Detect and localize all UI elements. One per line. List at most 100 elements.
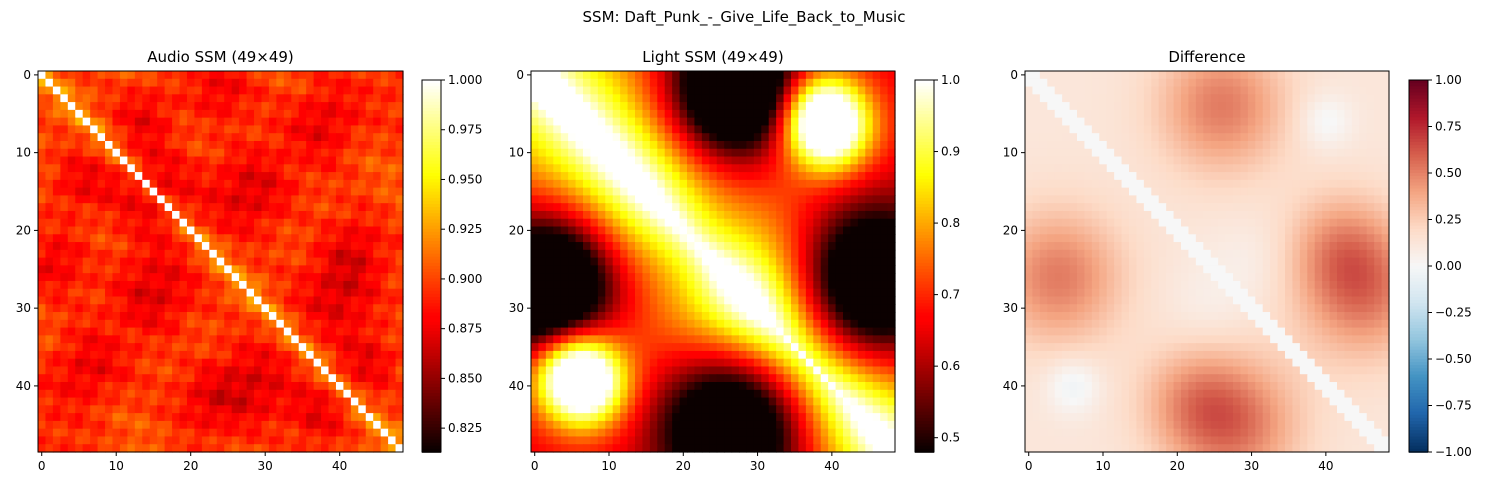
heatmap-cell — [717, 328, 725, 336]
heatmap-cell — [605, 351, 613, 359]
heatmap-cell — [373, 273, 381, 281]
heatmap-cell — [538, 157, 546, 165]
heatmap-cell — [68, 366, 76, 374]
heatmap-cell — [761, 203, 769, 211]
heatmap-cell — [888, 102, 896, 110]
heatmap-cell — [650, 219, 658, 227]
heatmap-cell — [784, 374, 792, 382]
heatmap-cell — [247, 421, 255, 429]
heatmap-cell — [217, 335, 225, 343]
heatmap-cell — [865, 211, 873, 219]
heatmap-cell — [306, 265, 314, 273]
heatmap-cell — [276, 289, 284, 297]
heatmap-cell — [157, 164, 165, 172]
heatmap-cell — [776, 195, 784, 203]
heatmap-cell — [553, 157, 561, 165]
heatmap-cell — [388, 203, 396, 211]
heatmap-cell — [873, 351, 881, 359]
heatmap-cell — [105, 164, 113, 172]
heatmap-cell — [635, 94, 643, 102]
heatmap-cell — [739, 227, 747, 235]
heatmap-cell — [224, 133, 232, 141]
heatmap-cell — [806, 94, 814, 102]
heatmap-cell — [366, 320, 374, 328]
heatmap-cell — [314, 211, 322, 219]
heatmap-cell — [739, 304, 747, 312]
heatmap-cell — [351, 141, 359, 149]
heatmap-cell — [873, 195, 881, 203]
heatmap-cell — [546, 102, 554, 110]
heatmap-cell — [561, 390, 569, 398]
heatmap-cell — [531, 227, 539, 235]
heatmap-cell — [239, 351, 247, 359]
heatmap-cell — [843, 444, 851, 452]
heatmap-cell — [672, 374, 680, 382]
heatmap-cell — [321, 133, 329, 141]
heatmap-cell — [45, 343, 53, 351]
heatmap-cell — [75, 444, 83, 452]
heatmap-cell — [850, 118, 858, 126]
heatmap-cell — [620, 335, 628, 343]
heatmap-cell — [343, 382, 351, 390]
heatmap-cell — [202, 444, 210, 452]
heatmap-cell — [38, 125, 46, 133]
heatmap-cell — [194, 203, 202, 211]
heatmap-cell — [98, 281, 106, 289]
heatmap-cell — [187, 304, 195, 312]
heatmap-cell — [746, 359, 754, 367]
heatmap-cell — [590, 125, 598, 133]
heatmap-cell — [687, 133, 695, 141]
heatmap-cell — [583, 374, 591, 382]
heatmap-cell — [75, 110, 83, 118]
heatmap-cell — [858, 157, 866, 165]
heatmap-cell — [299, 180, 307, 188]
heatmap-cell — [202, 320, 210, 328]
heatmap-cell — [561, 219, 569, 227]
heatmap-cell — [284, 234, 292, 242]
heatmap-cell — [843, 405, 851, 413]
heatmap-cell — [620, 421, 628, 429]
heatmap-cell — [739, 110, 747, 118]
heatmap-cell — [135, 366, 143, 374]
heatmap-cell — [261, 203, 269, 211]
heatmap-cell — [135, 110, 143, 118]
heatmap-cell — [813, 289, 821, 297]
heatmap-cell — [538, 180, 546, 188]
heatmap-cell — [321, 110, 329, 118]
heatmap-cell — [754, 289, 762, 297]
heatmap-cell — [553, 436, 561, 444]
heatmap-cell — [68, 157, 76, 165]
heatmap-cell — [598, 258, 606, 266]
heatmap-cell — [717, 125, 725, 133]
heatmap-cell — [68, 227, 76, 235]
heatmap-cell — [739, 211, 747, 219]
heatmap-cell — [873, 304, 881, 312]
heatmap-cell — [813, 242, 821, 250]
heatmap-cell — [247, 335, 255, 343]
heatmap-cell — [813, 157, 821, 165]
heatmap-cell — [635, 250, 643, 258]
heatmap-cell — [746, 273, 754, 281]
heatmap-cell — [381, 133, 389, 141]
heatmap-cell — [850, 242, 858, 250]
heatmap-cell — [583, 413, 591, 421]
heatmap-cell — [642, 335, 650, 343]
heatmap-cell — [873, 265, 881, 273]
heatmap-cell — [68, 304, 76, 312]
heatmap-cell — [60, 125, 68, 133]
heatmap-cell — [776, 273, 784, 281]
heatmap-cell — [83, 296, 91, 304]
heatmap-cell — [165, 328, 173, 336]
heatmap-cell — [343, 328, 351, 336]
heatmap-cell — [299, 203, 307, 211]
heatmap-cell — [754, 227, 762, 235]
heatmap-cell — [650, 180, 658, 188]
heatmap-cell — [202, 141, 210, 149]
heatmap-cell — [665, 351, 673, 359]
heatmap-cell — [224, 227, 232, 235]
heatmap-cell — [202, 71, 210, 79]
heatmap-cell — [157, 227, 165, 235]
heatmap-cell — [791, 203, 799, 211]
heatmap-cell — [98, 211, 106, 219]
heatmap-cell — [261, 444, 269, 452]
